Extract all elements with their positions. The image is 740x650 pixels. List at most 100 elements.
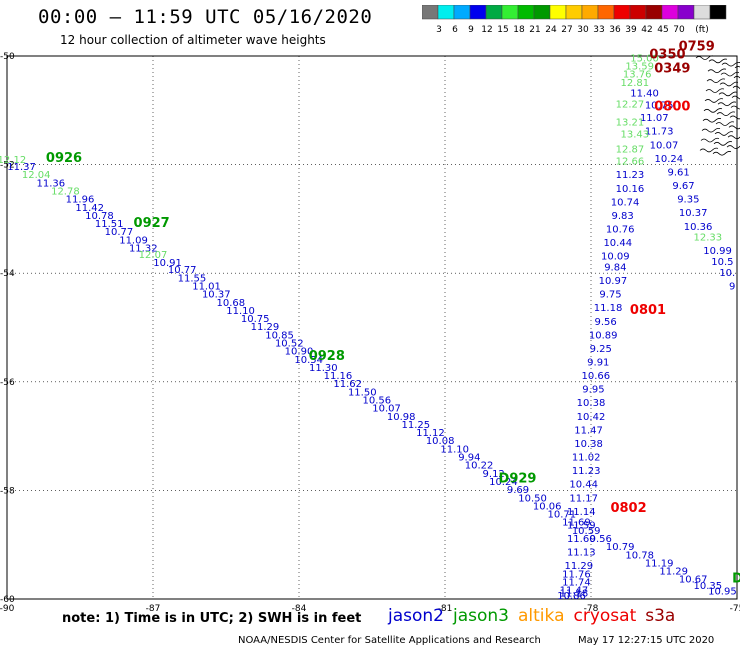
swh-value-label: 12.04 <box>22 170 51 181</box>
y-tick-label: -52 <box>0 161 15 171</box>
swh-value-label: 11.16 <box>324 371 353 382</box>
swh-value-label: 11.51 <box>95 219 124 230</box>
legend-entry: jason3 <box>453 606 509 626</box>
swh-value-label: 10.38 <box>577 398 606 409</box>
x-tick-label: -75 <box>730 604 740 614</box>
pass-time-label: 0800 <box>654 99 690 114</box>
color-scale-label: 27 <box>561 25 572 35</box>
pass-time-label: 0802 <box>610 501 646 516</box>
color-scale-label: 9 <box>468 25 474 35</box>
swh-value-label: 11.60 <box>567 534 596 545</box>
swh-value-label: 10.99 <box>703 246 732 257</box>
color-scale-label: 15 <box>497 25 508 35</box>
swh-value-label: 9.91 <box>587 358 609 369</box>
swh-value-label: 10.59 <box>572 526 601 537</box>
y-tick-label: -56 <box>0 378 15 388</box>
plot-frame <box>6 55 738 600</box>
swh-value-label: 10.09 <box>601 252 630 263</box>
swh-value-label: 11.25 <box>401 420 430 431</box>
swh-value-label: 9 <box>729 281 735 292</box>
y-tick-label: -60 <box>0 595 15 605</box>
color-scale-label: 30 <box>577 25 589 35</box>
swh-value-label: 10.24 <box>489 477 518 488</box>
swh-value-label: 11.17 <box>569 493 598 504</box>
swh-value-label: 11.23 <box>616 170 645 181</box>
swh-value-label: 15.00 <box>630 53 659 64</box>
legend-entry: s3a <box>645 606 676 626</box>
swh-value-label: 11.59 <box>567 520 596 531</box>
x-tick-label: -84 <box>292 604 307 614</box>
swh-value-label: 11.12 <box>416 428 445 439</box>
pass-time-label: 0801 <box>630 303 666 318</box>
swh-value-label: 11.10 <box>226 306 255 317</box>
swh-value-label: 11.37 <box>7 162 36 173</box>
swh-value-label: 10.44 <box>603 238 632 249</box>
swh-value-label: 12.66 <box>616 157 645 168</box>
swh-value-label: 9.56 <box>594 317 616 328</box>
swh-value-label: 11.96 <box>66 195 95 206</box>
color-scale-label: 70 <box>673 25 685 35</box>
x-tick-label: -78 <box>584 604 599 614</box>
swh-value-label: 10.75 <box>241 314 270 325</box>
pass-time-label: D <box>732 572 740 587</box>
swh-value-label: 9.67 <box>672 181 694 192</box>
swh-value-label: 10.38 <box>574 439 603 450</box>
swh-value-label: 11.62 <box>333 379 362 390</box>
footnote: note: 1) Time is in UTC; 2) SWH is in fe… <box>62 611 362 626</box>
swh-value-label: 10.79 <box>606 542 635 553</box>
swh-value-label: 12.12 <box>0 155 26 166</box>
x-tick-label: -81 <box>438 604 453 614</box>
swh-value-label: 10.50 <box>518 493 547 504</box>
swh-value-label: 10.89 <box>589 330 618 341</box>
swh-value-label: 10.66 <box>582 371 611 382</box>
swh-value-label: 10.54 <box>294 355 323 366</box>
swh-value-label: 10. <box>719 268 735 279</box>
swh-value-label: 10.68 <box>217 298 246 309</box>
swh-value-label: 10.97 <box>599 276 628 287</box>
swh-value-label: 11.14 <box>567 507 596 518</box>
swh-value-label: 11.29 <box>251 322 280 333</box>
swh-value-label: 11.50 <box>348 387 377 398</box>
legend-entry: altika <box>518 606 565 626</box>
swh-value-label: 11.76 <box>562 569 591 580</box>
swh-value-label: 10.37 <box>679 208 708 219</box>
swh-value-label: 11.18 <box>560 588 589 599</box>
swh-value-label: 10.77 <box>105 227 134 238</box>
color-scale-label: 18 <box>513 25 525 35</box>
swh-value-label: 11.02 <box>572 453 601 464</box>
color-scale-label: 36 <box>609 25 621 35</box>
swh-value-label: 13.21 <box>616 118 645 129</box>
swh-value-label: 10.95 <box>708 587 737 598</box>
color-scale-label: 33 <box>593 25 604 35</box>
swh-value-label: 11.29 <box>565 561 594 572</box>
swh-value-label: 9.75 <box>599 290 621 301</box>
coastline-outline <box>695 55 740 156</box>
swh-value-label: 13.43 <box>620 129 649 140</box>
swh-value-label: 11.09 <box>119 235 148 246</box>
swh-value-label: 11.47 <box>574 425 603 436</box>
chart-subtitle: 12 hour collection of altimeter wave hei… <box>60 33 326 47</box>
pass-time-label: 0350 <box>649 48 685 63</box>
swh-value-label: 11.55 <box>178 273 207 284</box>
swh-value-label: 9.25 <box>590 344 612 355</box>
swh-value-label: 10.78 <box>625 550 654 561</box>
color-scale-label: 3 <box>436 25 442 35</box>
pass-time-label: 0927 <box>134 216 170 231</box>
color-scale-unit: (ft) <box>695 25 709 35</box>
y-tick-label: -50 <box>0 52 15 62</box>
y-tick-label: -58 <box>0 486 15 496</box>
swh-value-label: 9.94 <box>458 453 480 464</box>
swh-value-label: 10.76 <box>606 224 635 235</box>
swh-value-label: 12.87 <box>616 145 645 156</box>
swh-value-label: 10.90 <box>285 347 314 358</box>
color-scale-label: 45 <box>657 25 668 35</box>
chart-title: 00:00 – 11:59 UTC 05/16/2020 <box>38 6 373 28</box>
swh-value-label: 11.13 <box>567 548 596 559</box>
swh-value-label: 11.40 <box>630 89 659 100</box>
y-tick-label: -54 <box>0 269 15 279</box>
swh-value-label: 10.42 <box>577 412 606 423</box>
swh-value-label: 10.44 <box>569 480 598 491</box>
legend-entry: jason2 <box>388 606 444 626</box>
swh-value-label: 11.29 <box>659 567 688 578</box>
